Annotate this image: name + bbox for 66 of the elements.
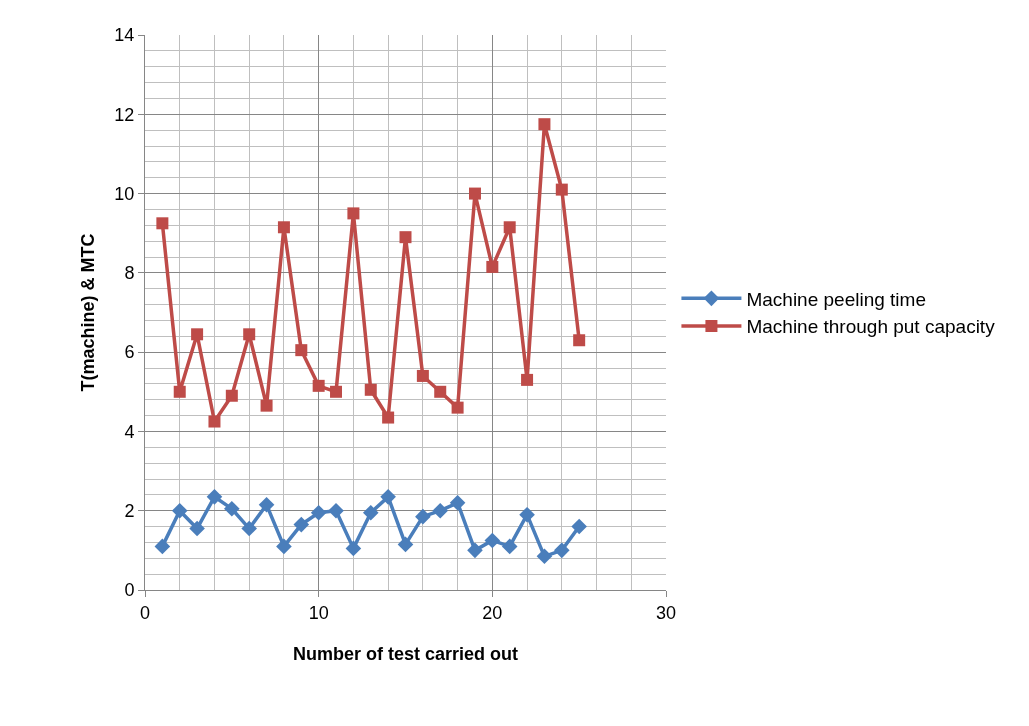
point bbox=[362, 504, 379, 521]
point bbox=[484, 532, 501, 549]
x-tick-label: 20 bbox=[482, 602, 503, 623]
y-tick-label: 8 bbox=[124, 263, 135, 284]
point bbox=[208, 415, 221, 428]
point bbox=[260, 399, 273, 412]
point bbox=[573, 334, 586, 347]
point bbox=[538, 118, 551, 131]
y-tick-label: 12 bbox=[114, 104, 135, 125]
point bbox=[206, 489, 223, 505]
point bbox=[416, 369, 429, 382]
x-tick-label: 30 bbox=[655, 602, 677, 623]
point bbox=[293, 516, 310, 533]
point bbox=[501, 538, 518, 555]
point bbox=[345, 540, 362, 557]
point bbox=[519, 506, 535, 523]
point bbox=[295, 344, 308, 357]
point bbox=[173, 385, 186, 398]
point bbox=[503, 221, 516, 234]
y-tick-label: 4 bbox=[124, 421, 135, 442]
point bbox=[276, 538, 292, 555]
point bbox=[432, 502, 449, 519]
y-tick-label: 14 bbox=[114, 25, 135, 46]
point bbox=[312, 379, 325, 392]
legend-label: Machine peeling time bbox=[746, 288, 926, 310]
point bbox=[154, 538, 171, 555]
point bbox=[451, 401, 464, 414]
point bbox=[555, 183, 568, 196]
point bbox=[382, 411, 395, 424]
point bbox=[225, 389, 238, 402]
point bbox=[347, 207, 360, 220]
point bbox=[434, 385, 447, 398]
point bbox=[243, 328, 256, 341]
point bbox=[171, 502, 188, 519]
point bbox=[571, 518, 587, 535]
point bbox=[397, 536, 414, 553]
x-tick-label: 10 bbox=[308, 602, 329, 623]
y-tick-label: 10 bbox=[114, 183, 135, 204]
y-axis-title: T(machine) & MTC bbox=[77, 233, 98, 392]
point bbox=[277, 221, 290, 234]
y-tick-label: 2 bbox=[124, 501, 135, 522]
point bbox=[536, 548, 553, 565]
point bbox=[241, 520, 257, 537]
point bbox=[191, 328, 204, 341]
point bbox=[310, 504, 327, 521]
point bbox=[468, 187, 481, 200]
point bbox=[521, 373, 534, 386]
point bbox=[449, 494, 466, 511]
y-tick-label: 0 bbox=[124, 580, 135, 601]
point bbox=[415, 508, 431, 525]
x-tick-label: 0 bbox=[139, 602, 151, 623]
point bbox=[399, 231, 412, 244]
point bbox=[380, 489, 396, 505]
y-tick-label: 6 bbox=[124, 342, 135, 363]
x-axis-title: Number of test carried out bbox=[292, 643, 519, 664]
point bbox=[189, 520, 205, 537]
point bbox=[156, 217, 169, 230]
point bbox=[467, 542, 483, 559]
point bbox=[328, 502, 344, 519]
point bbox=[330, 385, 343, 398]
point bbox=[224, 500, 240, 517]
point bbox=[554, 542, 570, 559]
point bbox=[258, 496, 275, 513]
point bbox=[364, 383, 377, 396]
point bbox=[486, 260, 499, 273]
legend-label: Machine through put capacity bbox=[746, 316, 996, 338]
